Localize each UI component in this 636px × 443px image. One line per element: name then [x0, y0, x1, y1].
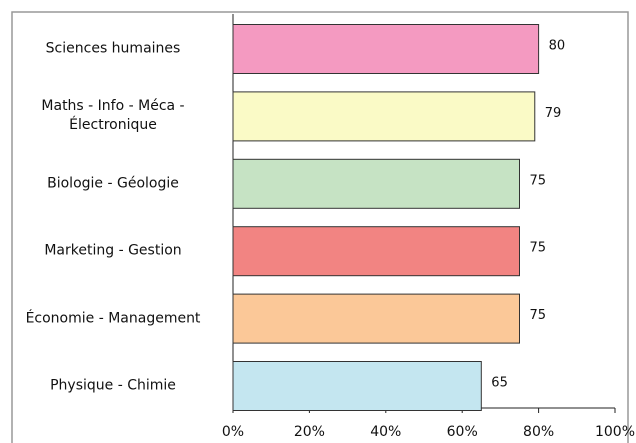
bar — [232, 361, 482, 411]
frame — [11, 11, 629, 443]
bar — [232, 226, 520, 277]
x-tick-label: 100% — [595, 424, 635, 440]
x-tick-label: 20% — [294, 424, 325, 440]
value-label: 80 — [549, 39, 566, 54]
value-label: 65 — [491, 376, 508, 391]
x-tick-label: 0% — [222, 424, 244, 440]
category-label: Marketing - Gestion — [44, 242, 182, 259]
x-tick-label: 60% — [447, 424, 478, 440]
x-tick-label: 40% — [370, 424, 401, 440]
value-label: 79 — [545, 106, 562, 121]
value-label: 75 — [530, 308, 547, 323]
bar — [232, 293, 520, 344]
bar — [232, 24, 540, 74]
category-label: Physique - Chimie — [50, 377, 176, 394]
category-label: Biologie - Géologie — [47, 175, 179, 192]
bar — [232, 91, 536, 142]
bar — [232, 158, 520, 209]
value-label: 75 — [530, 241, 547, 256]
x-tick-label: 80% — [523, 424, 554, 440]
category-label: Économie - Management — [25, 310, 201, 327]
category-label: Maths - Info - Méca - Électronique — [41, 98, 185, 134]
category-label: Sciences humaines — [45, 40, 181, 57]
value-label: 75 — [530, 173, 547, 188]
